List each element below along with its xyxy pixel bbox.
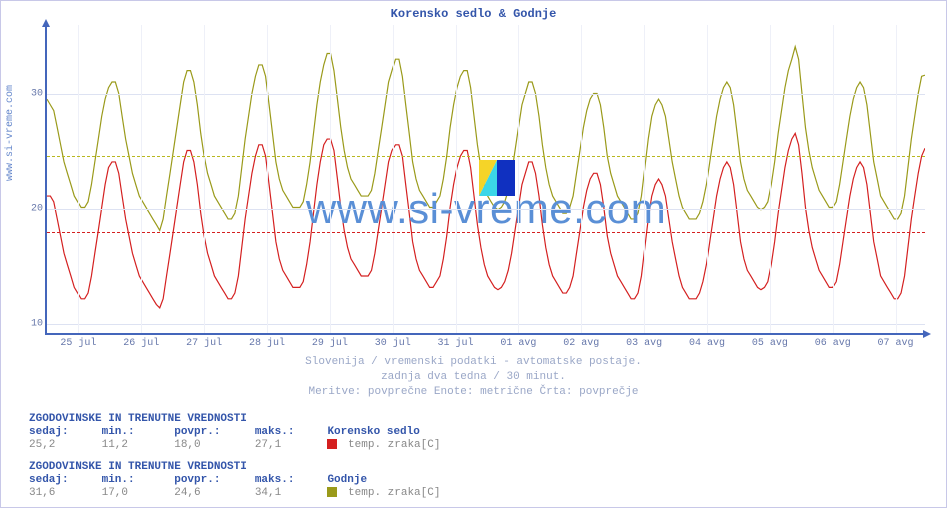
- x-tick-label: 04 avg: [689, 338, 725, 349]
- x-tick-label: 28 jul: [249, 338, 285, 349]
- x-tick-label: 02 avg: [563, 338, 599, 349]
- x-gridline: [393, 25, 394, 333]
- val-min-1: 11,2: [102, 439, 168, 451]
- x-tick-label: 06 avg: [815, 338, 851, 349]
- val-avg-2: 24,6: [174, 487, 248, 499]
- chart-caption: Slovenija / vremenski podatki - avtomats…: [1, 355, 946, 400]
- stats-title-2: ZGODOVINSKE IN TRENUTNE VREDNOSTI: [29, 461, 440, 473]
- val-now-2: 31,6: [29, 487, 95, 499]
- val-now-1: 25,2: [29, 439, 95, 451]
- x-tick-label: 27 jul: [186, 338, 222, 349]
- source-label-left: www.si-vreme.com: [5, 85, 16, 181]
- stats-block-2: ZGODOVINSKE IN TRENUTNE VREDNOSTI sedaj:…: [29, 461, 440, 499]
- caption-line-3: Meritve: povprečne Enote: metrične Črta:…: [1, 385, 946, 400]
- x-gridline: [330, 25, 331, 333]
- hdr-max-2: maks.:: [255, 474, 321, 486]
- x-gridline: [896, 25, 897, 333]
- x-tick-label: 31 jul: [438, 338, 474, 349]
- x-tick-label: 25 jul: [60, 338, 96, 349]
- x-gridline: [707, 25, 708, 333]
- y-tick-label: 20: [19, 203, 43, 214]
- hdr-now-2: sedaj:: [29, 474, 95, 486]
- stats-title-1: ZGODOVINSKE IN TRENUTNE VREDNOSTI: [29, 413, 440, 425]
- x-tick-label: 07 avg: [878, 338, 914, 349]
- series-label-1: temp. zraka[C]: [348, 439, 440, 451]
- x-tick-label: 30 jul: [375, 338, 411, 349]
- stats-block-1: ZGODOVINSKE IN TRENUTNE VREDNOSTI sedaj:…: [29, 413, 440, 451]
- x-gridline: [581, 25, 582, 333]
- x-gridline: [141, 25, 142, 333]
- hdr-min-2: min.:: [102, 474, 168, 486]
- x-gridline: [644, 25, 645, 333]
- x-tick-label: 01 avg: [500, 338, 536, 349]
- x-tick-label: 29 jul: [312, 338, 348, 349]
- x-gridline: [204, 25, 205, 333]
- y-gridline: [47, 324, 925, 325]
- hdr-min-1: min.:: [102, 426, 168, 438]
- x-gridline: [78, 25, 79, 333]
- avg-line: [47, 156, 925, 157]
- x-gridline: [267, 25, 268, 333]
- x-gridline: [456, 25, 457, 333]
- x-gridline: [833, 25, 834, 333]
- hdr-avg-1: povpr.:: [174, 426, 248, 438]
- caption-line-1: Slovenija / vremenski podatki - avtomats…: [1, 355, 946, 370]
- y-gridline: [47, 209, 925, 210]
- val-max-1: 27,1: [255, 439, 321, 451]
- x-tick-label: 03 avg: [626, 338, 662, 349]
- avg-line: [47, 232, 925, 233]
- series-label-2: temp. zraka[C]: [348, 487, 440, 499]
- chart-title: Korensko sedlo & Godnje: [1, 7, 946, 21]
- chart-area: www.si-vreme.com 10203025 jul26 jul27 ju…: [45, 25, 925, 335]
- hdr-now-1: sedaj:: [29, 426, 95, 438]
- val-min-2: 17,0: [102, 487, 168, 499]
- swatch-2: [327, 487, 337, 497]
- val-max-2: 34,1: [255, 487, 321, 499]
- x-tick-label: 26 jul: [123, 338, 159, 349]
- swatch-1: [327, 439, 337, 449]
- x-gridline: [518, 25, 519, 333]
- series-name-1: Korensko sedlo: [327, 426, 419, 438]
- series-name-2: Godnje: [327, 474, 367, 486]
- x-tick-label: 05 avg: [752, 338, 788, 349]
- y-tick-label: 10: [19, 318, 43, 329]
- y-tick-label: 30: [19, 88, 43, 99]
- hdr-avg-2: povpr.:: [174, 474, 248, 486]
- val-avg-1: 18,0: [174, 439, 248, 451]
- y-gridline: [47, 94, 925, 95]
- x-gridline: [770, 25, 771, 333]
- caption-line-2: zadnja dva tedna / 30 minut.: [1, 370, 946, 385]
- hdr-max-1: maks.:: [255, 426, 321, 438]
